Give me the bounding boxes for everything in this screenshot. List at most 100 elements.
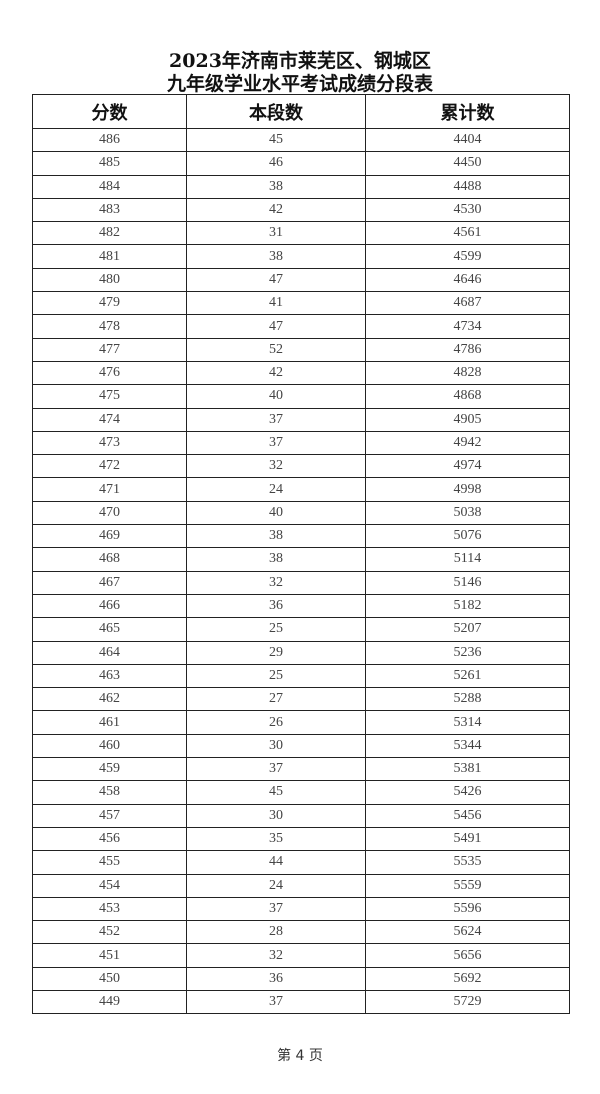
- table-row: 469 38 5076: [32, 524, 570, 549]
- table-row: 460 30 5344: [32, 733, 570, 759]
- cell-score: 452: [32, 920, 187, 945]
- cell-score: 463: [32, 663, 187, 689]
- cell-cumulative-count: 5261: [365, 663, 570, 689]
- cell-score: 481: [32, 244, 187, 269]
- cell-score: 459: [32, 757, 187, 782]
- cell-score: 466: [32, 593, 187, 619]
- cell-cumulative-count: 4530: [365, 197, 570, 223]
- cell-cumulative-count: 5207: [365, 617, 570, 642]
- cell-cumulative-count: 5656: [365, 943, 570, 968]
- cell-cumulative-count: 5236: [365, 640, 570, 665]
- cell-cumulative-count: 4646: [365, 267, 570, 293]
- cell-score: 455: [32, 850, 187, 875]
- table-row: 456 35 5491: [32, 826, 570, 852]
- cell-segment-count: 40: [186, 500, 366, 526]
- cell-cumulative-count: 4734: [365, 314, 570, 339]
- table-row: 457 30 5456: [32, 803, 570, 828]
- cell-segment-count: 36: [186, 593, 366, 619]
- cell-segment-count: 31: [186, 221, 366, 246]
- cell-score: 451: [32, 943, 187, 968]
- cell-cumulative-count: 5426: [365, 780, 570, 805]
- cell-segment-count: 30: [186, 733, 366, 759]
- score-distribution-table: 分数 本段数 累计数 486 45 4404 485 46 4450 484 38 4488 48…: [32, 94, 570, 1015]
- cell-segment-count: 32: [186, 454, 366, 479]
- cell-score: 468: [32, 547, 187, 572]
- cell-segment-count: 25: [186, 617, 366, 642]
- cell-segment-count: 41: [186, 291, 366, 316]
- header-segment-count: 本段数: [186, 94, 366, 129]
- cell-score: 472: [32, 454, 187, 479]
- table-row: 480 47 4646: [32, 267, 570, 293]
- cell-segment-count: 46: [186, 151, 366, 176]
- cell-segment-count: 24: [186, 873, 366, 898]
- table-row: 459 37 5381: [32, 757, 570, 782]
- cell-score: 449: [32, 989, 187, 1015]
- table-row: 451 32 5656: [32, 943, 570, 968]
- table-row: 470 40 5038: [32, 500, 570, 526]
- cell-score: 458: [32, 780, 187, 805]
- cell-segment-count: 26: [186, 710, 366, 735]
- cell-cumulative-count: 4687: [365, 291, 570, 316]
- cell-segment-count: 38: [186, 244, 366, 269]
- cell-segment-count: 30: [186, 803, 366, 828]
- cell-score: 486: [32, 127, 187, 153]
- cell-segment-count: 37: [186, 989, 366, 1015]
- cell-score: 482: [32, 221, 187, 246]
- cell-cumulative-count: 4998: [365, 477, 570, 502]
- cell-cumulative-count: 5559: [365, 873, 570, 898]
- cell-cumulative-count: 5535: [365, 850, 570, 875]
- table-row: 481 38 4599: [32, 244, 570, 269]
- cell-segment-count: 40: [186, 384, 366, 409]
- cell-cumulative-count: 4450: [365, 151, 570, 176]
- cell-cumulative-count: 4404: [365, 127, 570, 153]
- table-row: 461 26 5314: [32, 710, 570, 735]
- cell-segment-count: 47: [186, 267, 366, 293]
- table-row: 450 36 5692: [32, 966, 570, 991]
- cell-cumulative-count: 4488: [365, 174, 570, 199]
- cell-cumulative-count: 5288: [365, 687, 570, 712]
- cell-segment-count: 35: [186, 826, 366, 852]
- cell-score: 465: [32, 617, 187, 642]
- cell-segment-count: 25: [186, 663, 366, 689]
- cell-score: 464: [32, 640, 187, 665]
- cell-score: 460: [32, 733, 187, 759]
- cell-segment-count: 38: [186, 524, 366, 549]
- table-row: 468 38 5114: [32, 547, 570, 572]
- table-row: 458 45 5426: [32, 780, 570, 805]
- cell-score: 480: [32, 267, 187, 293]
- cell-cumulative-count: 5038: [365, 500, 570, 526]
- table-row: 483 42 4530: [32, 197, 570, 223]
- document-title-line-1: 2023年济南市莱芜区、钢城区: [169, 50, 431, 72]
- table-row: 464 29 5236: [32, 640, 570, 665]
- table-row: 478 47 4734: [32, 314, 570, 339]
- cell-cumulative-count: 4561: [365, 221, 570, 246]
- cell-cumulative-count: 5344: [365, 733, 570, 759]
- table-row: 453 37 5596: [32, 896, 570, 922]
- table-row: 455 44 5535: [32, 850, 570, 875]
- cell-cumulative-count: 5624: [365, 920, 570, 945]
- cell-score: 473: [32, 430, 187, 456]
- cell-score: 477: [32, 337, 187, 362]
- cell-cumulative-count: 5491: [365, 826, 570, 852]
- cell-score: 450: [32, 966, 187, 991]
- cell-score: 475: [32, 384, 187, 409]
- cell-segment-count: 27: [186, 687, 366, 712]
- cell-cumulative-count: 4599: [365, 244, 570, 269]
- cell-segment-count: 45: [186, 127, 366, 153]
- table-row: 479 41 4687: [32, 291, 570, 316]
- cell-segment-count: 45: [186, 780, 366, 805]
- page-number: 第 4 页: [277, 1048, 323, 1064]
- document-title-line-2: 九年级学业水平考试成绩分段表: [166, 73, 433, 95]
- cell-segment-count: 29: [186, 640, 366, 665]
- cell-score: 456: [32, 826, 187, 852]
- table-row: 449 37 5729: [32, 989, 570, 1015]
- cell-segment-count: 38: [186, 174, 366, 199]
- cell-segment-count: 52: [186, 337, 366, 362]
- cell-cumulative-count: 5596: [365, 896, 570, 922]
- cell-cumulative-count: 5692: [365, 966, 570, 991]
- cell-cumulative-count: 5146: [365, 570, 570, 595]
- cell-score: 453: [32, 896, 187, 922]
- cell-cumulative-count: 5456: [365, 803, 570, 828]
- cell-score: 471: [32, 477, 187, 502]
- cell-score: 474: [32, 407, 187, 432]
